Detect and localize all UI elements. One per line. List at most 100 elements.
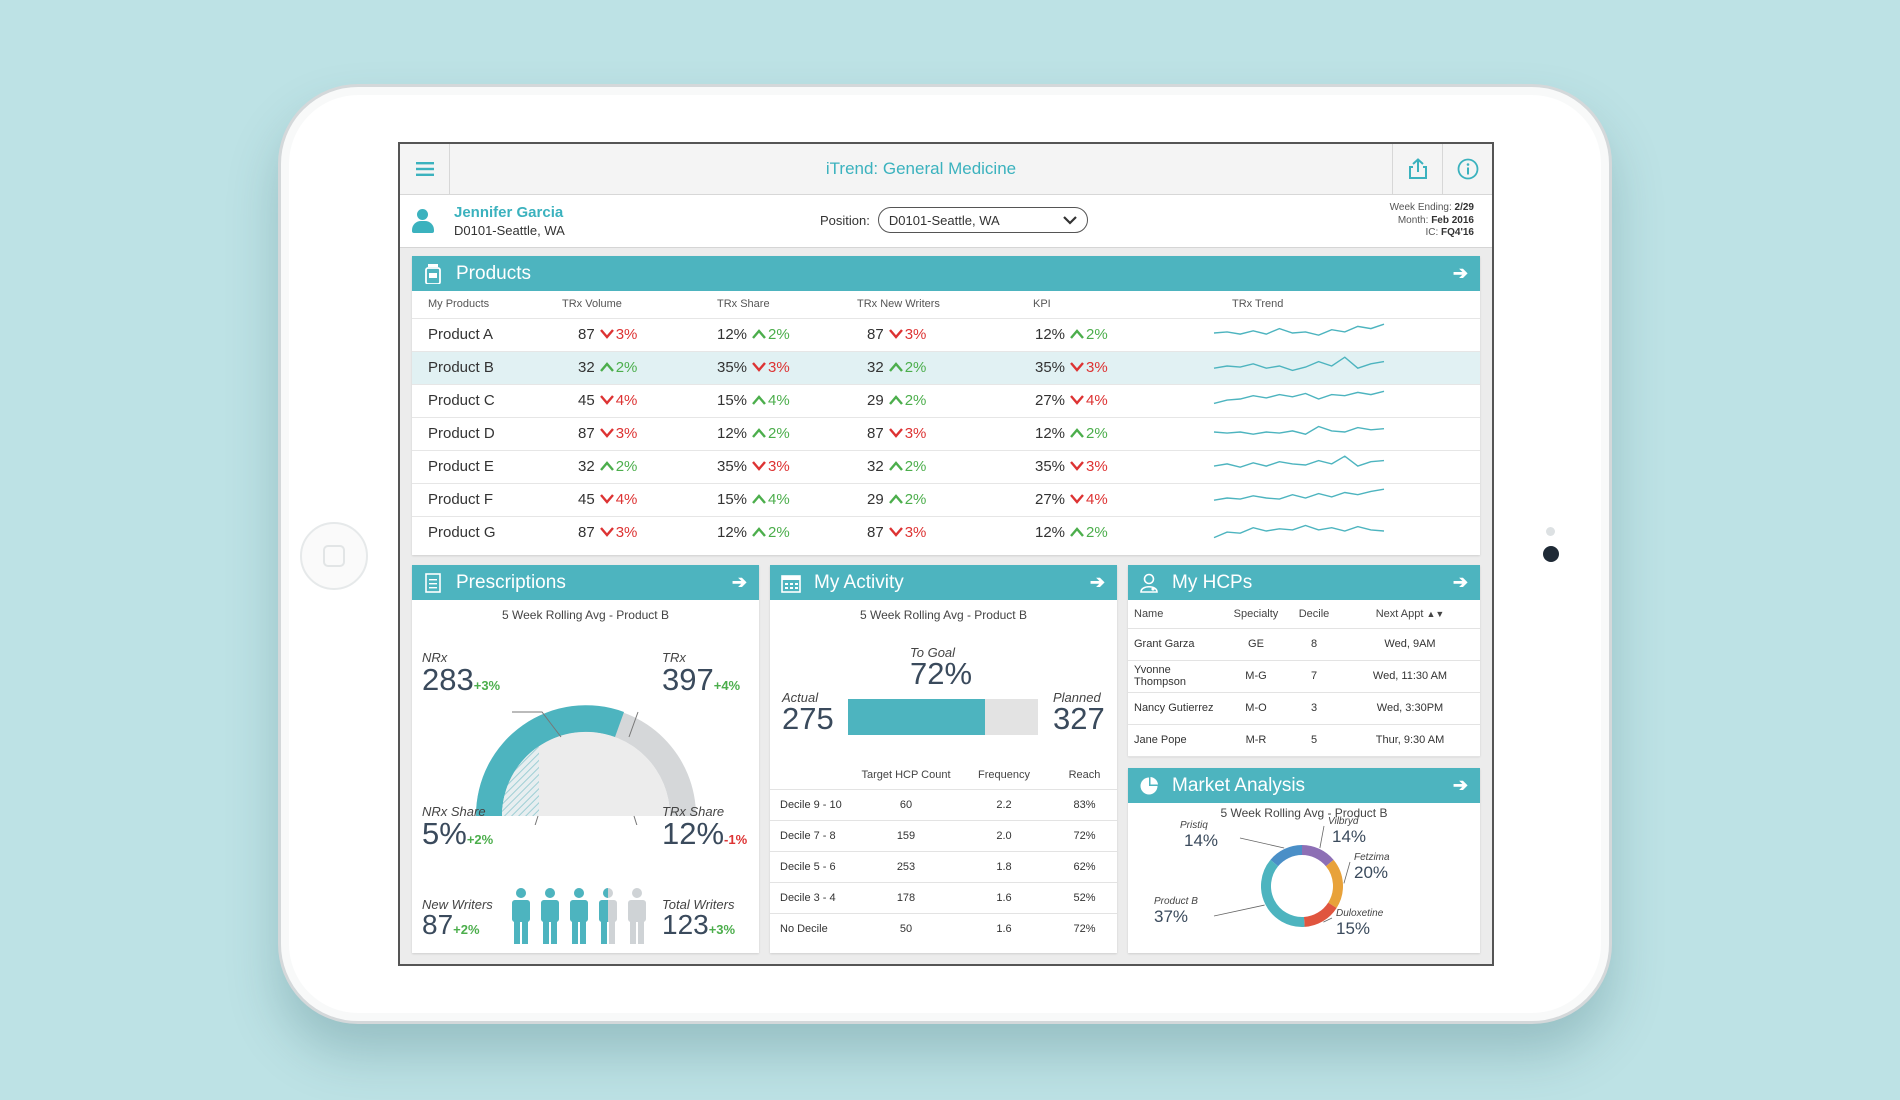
- hcp-cell: Wed, 9AM: [1340, 628, 1480, 661]
- activity-row[interactable]: Decile 5 - 6 253 1.8 62%: [770, 850, 1117, 882]
- new-writers-label: New Writers: [422, 897, 493, 912]
- col-trx-trend: TRx Trend: [1232, 298, 1284, 311]
- hcp-cell: Wed, 3:30PM: [1340, 692, 1480, 725]
- arrow-right-icon[interactable]: ➔: [731, 572, 747, 592]
- info-icon[interactable]: [1442, 144, 1492, 194]
- trx-share-number: 12%: [662, 816, 725, 851]
- prescriptions-header[interactable]: Prescriptions ➔: [412, 565, 759, 600]
- product-row[interactable]: Product B 32 2% 35% 3% 32 2% 35% 3%: [412, 350, 1480, 384]
- product-row[interactable]: Product E 32 2% 35% 3% 32 2% 35% 3%: [412, 449, 1480, 483]
- metric-change: 3%: [768, 359, 790, 376]
- activity-cell: Decile 9 - 10: [770, 788, 856, 820]
- donut-slice[interactable]: [1270, 845, 1303, 867]
- product-name: Product G: [412, 515, 562, 549]
- hcp-row[interactable]: Jane Pope M-R 5 Thur, 9:30 AM: [1128, 724, 1480, 757]
- arrow-up-icon: [752, 329, 766, 339]
- col-trx-new-writers[interactable]: TRx New Writers: [857, 298, 940, 311]
- hcp-row[interactable]: Grant Garza GE 8 Wed, 9AM: [1128, 628, 1480, 661]
- activity-cell: 83%: [1052, 788, 1117, 820]
- trend-sparkline: [1213, 390, 1385, 404]
- trend-line: [1213, 454, 1385, 468]
- product-row[interactable]: Product C 45 4% 15% 4% 29 2% 27% 4%: [412, 383, 1480, 417]
- arrow-right-icon[interactable]: ➔: [1089, 572, 1105, 592]
- hcps-header[interactable]: My HCPs ➔: [1128, 565, 1480, 600]
- arrow-down-icon: [599, 428, 614, 438]
- arrow-right-icon[interactable]: ➔: [1452, 263, 1468, 283]
- activity-cell: 2.2: [956, 788, 1052, 820]
- prescriptions-subtitle: 5 Week Rolling Avg - Product B: [502, 608, 669, 622]
- metric-value: 12%: [717, 326, 748, 343]
- total-writers-value: 123+3%: [662, 909, 735, 941]
- activity-cell: Decile 7 - 8: [770, 819, 856, 851]
- metric-change: 3%: [615, 425, 638, 442]
- donut-slice[interactable]: [1303, 902, 1337, 927]
- home-button[interactable]: [300, 522, 368, 590]
- col-trx-volume[interactable]: TRx Volume: [562, 298, 622, 311]
- market-title: Market Analysis: [1172, 774, 1306, 796]
- sort-icon[interactable]: ▲▼: [1426, 608, 1445, 619]
- person-icon: [541, 888, 559, 944]
- hcp-cell: Jane Pope: [1128, 724, 1224, 757]
- col-decile: [770, 762, 856, 789]
- calendar-icon: [780, 572, 802, 594]
- activity-cell: 72%: [1052, 819, 1117, 851]
- market-header[interactable]: Market Analysis ➔: [1128, 768, 1480, 803]
- metric-value: 87: [578, 425, 595, 442]
- donut-slice[interactable]: [1301, 845, 1334, 867]
- person-icon: [599, 888, 617, 944]
- product-row[interactable]: Product A 87 3% 12% 2% 87 3% 12% 2%: [412, 317, 1480, 351]
- arrow-right-icon[interactable]: ➔: [1452, 572, 1468, 592]
- activity-header[interactable]: My Activity ➔: [770, 565, 1117, 600]
- metric-value: 12%: [1035, 326, 1066, 343]
- products-header[interactable]: Products ➔: [412, 256, 1480, 291]
- col-frequency: Frequency: [978, 769, 1030, 782]
- user-name[interactable]: Jennifer Garcia: [454, 204, 564, 221]
- metric-change: 3%: [904, 326, 927, 343]
- metric-value: 15%: [717, 392, 748, 409]
- product-row[interactable]: Product G 87 3% 12% 2% 87 3% 12% 2%: [412, 515, 1480, 549]
- activity-row[interactable]: Decile 3 - 4 178 1.6 52%: [770, 881, 1117, 913]
- product-row[interactable]: Product D 87 3% 12% 2% 87 3% 12% 2%: [412, 416, 1480, 450]
- hcp-row[interactable]: Nancy Gutierrez M-O 3 Wed, 3:30PM: [1128, 692, 1480, 725]
- gauge-chart: [475, 705, 696, 825]
- product-row[interactable]: Product F 45 4% 15% 4% 29 2% 27% 4%: [412, 482, 1480, 516]
- metric-change: 3%: [1086, 359, 1108, 376]
- col-name[interactable]: Name: [1128, 600, 1224, 629]
- activity-cell: 1.6: [956, 912, 1052, 944]
- trx-share-change: -1%: [724, 832, 748, 847]
- arrow-down-icon: [1070, 494, 1084, 504]
- metric-value: 12%: [717, 524, 748, 542]
- donut-slice[interactable]: [1261, 859, 1305, 927]
- activity-row[interactable]: Decile 7 - 8 159 2.0 72%: [770, 819, 1117, 851]
- arrow-down-icon: [752, 362, 766, 372]
- activity-row[interactable]: Decile 9 - 10 60 2.2 83%: [770, 788, 1117, 820]
- menu-icon[interactable]: [400, 144, 450, 194]
- trx-share-value: 12%-1%: [662, 816, 747, 852]
- donut-slice[interactable]: [1325, 859, 1343, 908]
- col-kpi[interactable]: KPI: [1033, 298, 1051, 311]
- trx-label: TRx: [662, 650, 686, 665]
- activity-cell: 50: [856, 912, 956, 944]
- slice-value: 20%: [1354, 863, 1388, 882]
- activity-cell: 72%: [1052, 912, 1117, 944]
- arrow-down-icon: [1070, 395, 1084, 405]
- goal-label: To Goal: [910, 645, 956, 660]
- goal-progress-bar: [848, 699, 1038, 735]
- hcp-row[interactable]: Yvonne Thompson M-G 7 Wed, 11:30 AM: [1128, 660, 1480, 693]
- activity-cell: 159: [856, 819, 956, 851]
- activity-row[interactable]: No Decile 50 1.6 72%: [770, 912, 1117, 944]
- col-next-appt[interactable]: Next Appt ▲▼: [1340, 600, 1480, 629]
- slice-value: 37%: [1154, 907, 1188, 926]
- share-icon[interactable]: [1392, 144, 1442, 194]
- col-hcp-decile[interactable]: Decile: [1288, 600, 1340, 629]
- ic-label: IC:: [1425, 227, 1439, 238]
- arrow-right-icon[interactable]: ➔: [1452, 775, 1468, 795]
- col-specialty[interactable]: Specialty: [1224, 600, 1288, 629]
- trend-line: [1213, 425, 1385, 435]
- hcps-table: Name Specialty Decile Next Appt ▲▼ Grant…: [1128, 600, 1480, 757]
- arrow-down-icon: [1070, 461, 1084, 471]
- col-trx-share[interactable]: TRx Share: [717, 298, 770, 311]
- position-dropdown[interactable]: D0101-Seattle, WA: [877, 207, 1088, 233]
- camera: [1543, 546, 1559, 562]
- metric-change: 4%: [615, 392, 638, 409]
